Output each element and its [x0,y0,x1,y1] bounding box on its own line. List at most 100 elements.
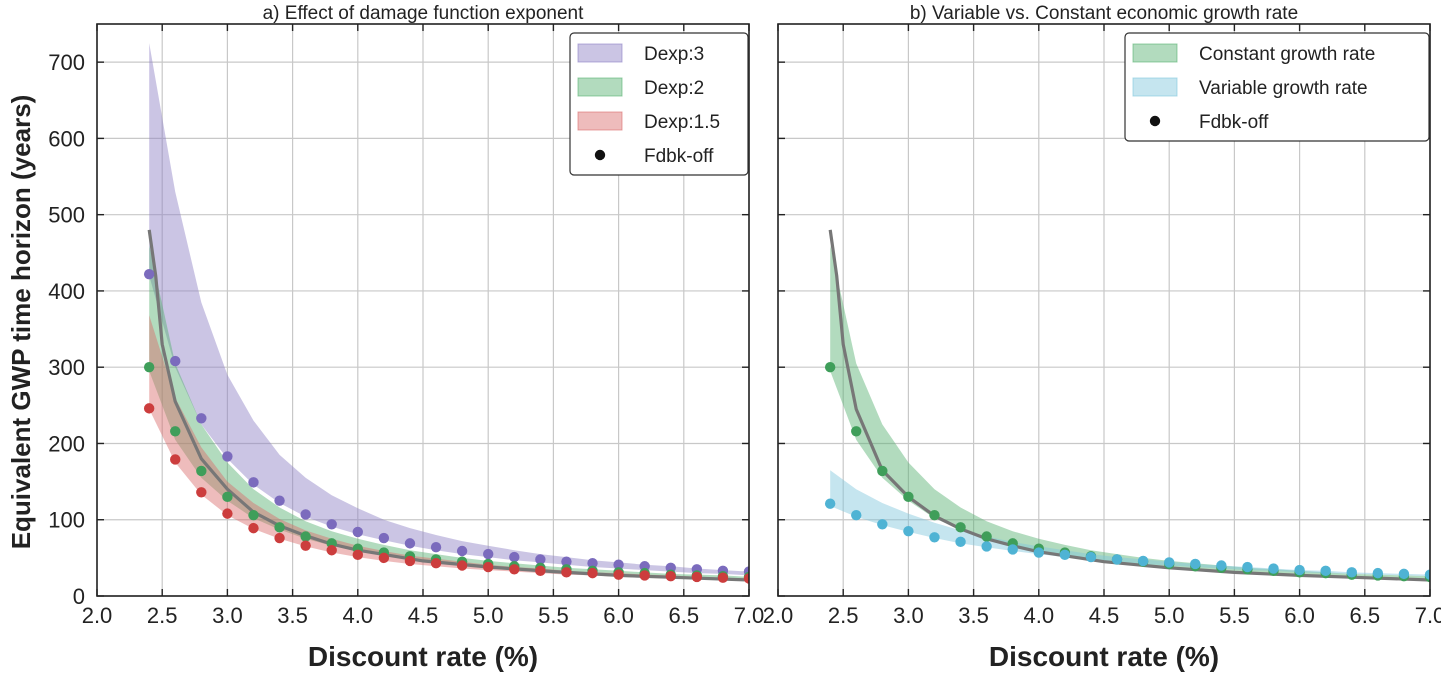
panel-a-dot-s0 [300,509,311,520]
panel-b-x-tick-label: 5.0 [1154,603,1185,628]
panel-b-dot-s1 [1059,549,1071,561]
panel-b-dot-s0 [955,522,966,533]
panel-a-legend-label: Dexp:3 [644,44,704,65]
panel-a-x-tick-label: 2.5 [147,603,178,628]
panel-b-dot-s1 [1007,544,1018,555]
panel-a-dot-s2 [691,571,703,583]
panel-b-x-tick-label: 2.0 [763,603,794,628]
panel-a-y-tick-label: 400 [48,279,85,304]
panel-a-dot-s2 [665,570,676,582]
panel-a-x-tick-label: 3.5 [277,603,308,628]
panel-b-dot-s1 [1164,557,1175,568]
panel-a-dot-s2 [222,508,233,519]
panel-b-dot-s1 [1398,568,1410,580]
panel-b-x-tick-label: 6.5 [1350,603,1381,628]
panel-a-x-tick-label: 4.5 [408,603,439,628]
panel-a-x-tick-label: 6.5 [669,603,700,628]
panel-a-dot-s1 [170,426,181,437]
panel-b-dot-s1 [851,509,862,521]
panel-b-legend-box [1124,32,1430,142]
panel-b-dot-s1 [1424,569,1430,580]
panel-a-x-tick-label: 4.0 [343,603,374,628]
panel-a-legend: Dexp:3 Dexp:2 Dexp:1.5 Fdbk-off [569,32,749,176]
panel-b-legend-dot-marker [1149,115,1161,127]
panel-a-legend-box [569,32,749,176]
panel-b-x-tick-label: 4.0 [1024,603,1055,628]
panel-b-x-tick-label: 3.5 [958,603,989,628]
panel-a-dot-s2 [170,454,181,465]
panel-a-dot-s0 [378,532,390,544]
panel-b-dot-s1 [1268,563,1279,574]
panel-b-dot-s1 [1190,558,1201,570]
panel-b-dot-s1 [1320,565,1331,577]
panel-a-dot-s0 [456,545,468,557]
panel-a-dot-s2 [430,558,442,569]
panel-a-y-tick-label: 100 [48,508,85,533]
panel-b-plot-area [824,229,1430,583]
panel-b-dot-s1 [1346,567,1357,578]
panel-a: a) Effect of damage function exponent Di… [48,3,764,672]
panel-a-y-tick-label: 700 [48,50,85,75]
panel-a-legend-label: Dexp:1.5 [644,112,720,133]
panel-a-legend-label: Fdbk-off [644,146,714,167]
panel-a-dot-s2 [743,573,749,584]
panel-a-dot-s0 [561,556,572,567]
panel-b-x-tick-label: 7.0 [1415,603,1441,628]
panel-a-x-tick-label: 5.0 [473,603,504,628]
panel-b-dot-s1 [824,498,836,509]
panel-a-dot-s0 [404,538,416,549]
panel-a-dot-s2 [483,561,494,573]
panel-a-dot-s1 [248,509,259,521]
panel-a-y-tick-label: 600 [48,126,85,151]
panel-a-dot-s0 [170,355,181,367]
panel-a-dot-s0 [613,559,624,570]
panel-b-dot-s1 [1111,554,1123,565]
panel-b-legend-label: Constant growth rate [1199,44,1375,65]
panel-b-dot-s1 [1294,564,1305,576]
panel-b-x-tick-label: 4.5 [1089,603,1120,628]
panel-b-dot-s1 [1242,561,1253,573]
panel-a-plot-area [143,43,749,584]
panel-a-dot-s0 [483,548,494,560]
panel-a-dot-s1 [300,531,311,542]
panel-a-dot-s2 [535,565,546,577]
y-axis-label: Equivalent GWP time horizon (years) [6,95,36,550]
panel-a-x-tick-label: 3.0 [212,603,243,628]
panel-a-dot-s1 [196,465,207,477]
panel-a-dot-s2 [378,552,390,564]
panel-b-legend-swatch [1132,77,1178,97]
panel-a-legend-label: Dexp:2 [644,78,704,99]
panel-a-x-tick-label: 2.0 [82,603,113,628]
panel-a-y-tick-label: 500 [48,203,85,228]
panel-b: b) Variable vs. Constant economic growth… [763,3,1441,672]
panel-a-dot-s0 [587,558,598,569]
panel-a-x-tick-label: 6.0 [603,603,634,628]
panel-b-dot-s1 [929,532,940,543]
panel-a-dot-s0 [352,526,363,538]
panel-a-dot-s2 [456,560,468,571]
panel-a-legend-swatch [577,43,623,63]
panel-b-legend: Constant growth rate Variable growth rate… [1124,32,1430,142]
panel-b-x-tick-label: 5.5 [1219,603,1250,628]
panel-a-dot-s0 [509,551,520,563]
panel-a-dot-s2 [143,403,155,414]
panel-a-dot-s2 [196,487,207,498]
panel-a-y-tick-label: 200 [48,431,85,456]
panel-a-y-tick-label: 300 [48,355,85,380]
panel-a-dot-s0 [222,451,233,462]
panel-a-dot-s2 [509,564,520,575]
panel-b-x-tick-label: 3.0 [893,603,924,628]
panel-b-dot-s1 [903,525,914,537]
panel-b-dot-s0 [903,491,914,503]
panel-a-title: a) Effect of damage function exponent [263,3,584,24]
panel-a-dot-s2 [561,567,572,578]
panel-a-x-axis-label: Discount rate (%) [308,641,538,672]
panel-b-title: b) Variable vs. Constant economic growth… [910,3,1298,24]
panel-a-dot-s0 [430,541,442,553]
panel-a-dot-s0 [196,413,207,424]
panel-b-dot-s1 [955,536,966,548]
panel-a-dot-s1 [143,362,155,373]
panel-a-dot-s0 [248,477,259,488]
panel-a-dot-s2 [352,549,363,561]
